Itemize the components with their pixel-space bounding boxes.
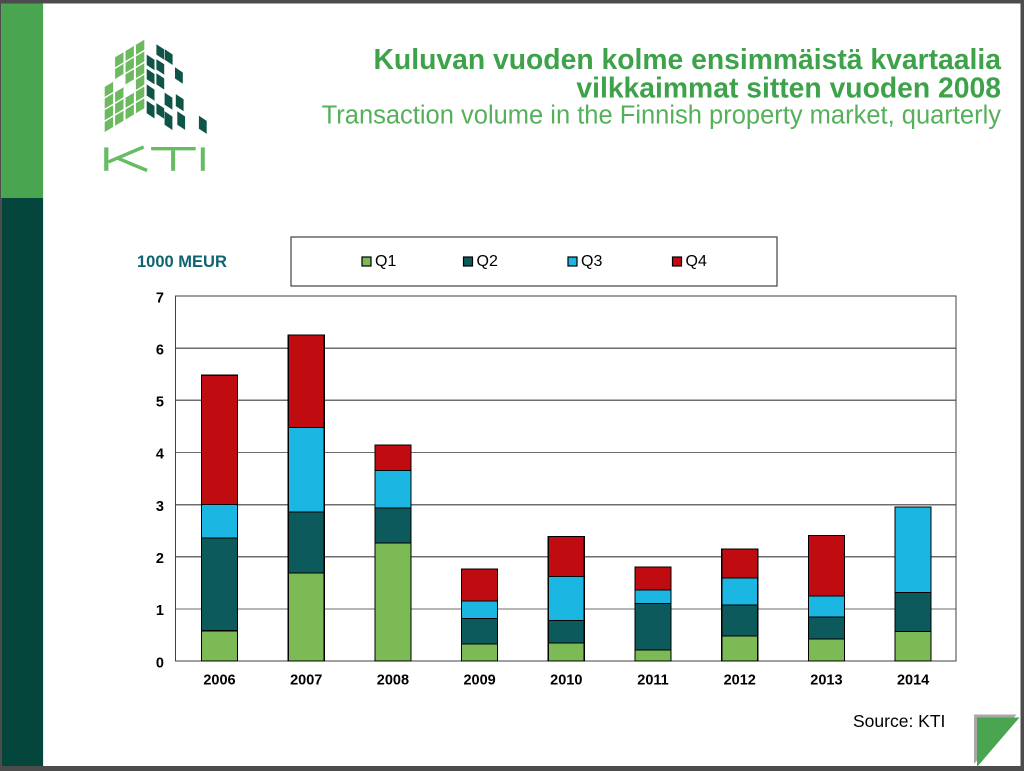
svg-text:2007: 2007 [290,673,322,689]
svg-text:2011: 2011 [637,673,668,689]
svg-text:2014: 2014 [897,673,929,689]
svg-text:2010: 2010 [550,673,582,689]
svg-text:Q4: Q4 [686,253,707,270]
svg-text:2013: 2013 [810,673,842,689]
svg-text:Q1: Q1 [375,253,396,270]
svg-text:6: 6 [156,342,164,358]
svg-text:2012: 2012 [724,673,756,689]
svg-text:vilkkaimmat sitten vuoden 2008: vilkkaimmat sitten vuoden 2008 [576,71,1001,103]
svg-text:2009: 2009 [463,673,495,689]
svg-text:7: 7 [156,290,164,306]
svg-text:3: 3 [156,499,164,515]
svg-text:2006: 2006 [203,673,235,689]
svg-text:Kuluvan vuoden kolme ensimmäis: Kuluvan vuoden kolme ensimmäistä kvartaa… [374,43,1002,75]
svg-text:2008: 2008 [377,673,409,689]
svg-text:0: 0 [156,655,164,671]
svg-text:Q3: Q3 [581,253,602,270]
svg-text:1000 MEUR: 1000 MEUR [137,253,227,271]
svg-text:Q2: Q2 [477,253,498,270]
svg-text:Transaction volume in the Finn: Transaction volume in the Finnish proper… [322,102,1002,130]
svg-text:5: 5 [156,395,164,411]
svg-text:1: 1 [156,603,164,619]
svg-text:2: 2 [156,551,164,567]
svg-text:Source: KTI: Source: KTI [853,711,945,731]
svg-text:4: 4 [156,447,164,463]
